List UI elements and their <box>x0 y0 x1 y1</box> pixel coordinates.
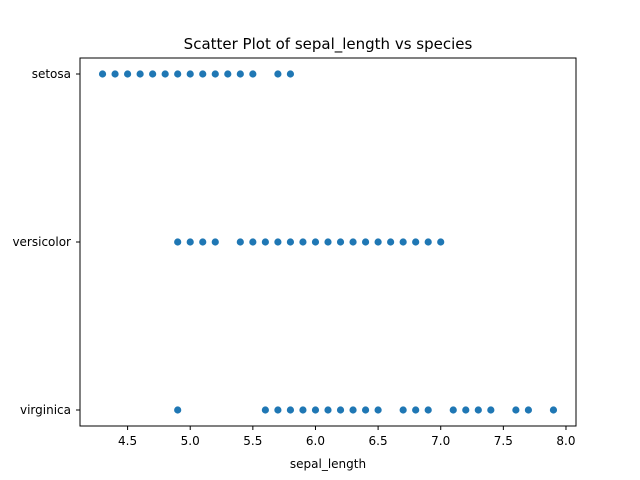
x-tick-label: 8.0 <box>556 434 575 448</box>
data-point-versicolor <box>412 238 420 246</box>
data-point-versicolor <box>424 238 432 246</box>
data-point-virginica <box>261 406 269 414</box>
data-point-versicolor <box>299 238 307 246</box>
x-tick-label: 6.5 <box>369 434 388 448</box>
data-point-versicolor <box>437 238 445 246</box>
data-point-virginica <box>374 406 382 414</box>
data-point-setosa <box>199 70 207 78</box>
data-point-virginica <box>462 406 470 414</box>
x-axis-ticks: 4.5 5.0 5.5 6.0 6.5 7.0 7.5 8.0 <box>118 426 576 448</box>
x-tick-label: 5.0 <box>181 434 200 448</box>
data-point-setosa <box>174 70 182 78</box>
data-point-setosa <box>286 70 295 78</box>
data-point-versicolor <box>399 238 407 246</box>
data-point-virginica <box>349 406 357 414</box>
data-point-setosa <box>123 70 132 78</box>
data-point-virginica <box>399 406 407 414</box>
data-point-versicolor <box>211 238 219 246</box>
data-point-virginica <box>174 406 182 414</box>
y-axis-ticks: setosa versicolor virginica <box>12 67 80 417</box>
data-point-versicolor <box>311 238 320 246</box>
data-point-versicolor <box>324 238 332 246</box>
data-point-virginica <box>474 406 482 414</box>
data-point-versicolor <box>186 238 194 246</box>
data-point-virginica <box>549 406 558 414</box>
data-point-setosa <box>274 70 282 78</box>
data-point-versicolor <box>286 238 295 246</box>
data-points <box>98 70 558 414</box>
data-point-versicolor <box>336 238 345 246</box>
data-point-setosa <box>249 70 257 78</box>
data-point-virginica <box>311 406 320 414</box>
data-point-versicolor <box>199 238 207 246</box>
data-point-virginica <box>512 406 520 414</box>
data-point-virginica <box>449 406 457 414</box>
data-point-setosa <box>111 70 119 78</box>
data-point-versicolor <box>249 238 257 246</box>
data-point-virginica <box>274 406 282 414</box>
data-point-versicolor <box>236 238 244 246</box>
data-point-versicolor <box>174 238 182 246</box>
data-point-virginica <box>324 406 332 414</box>
data-point-virginica <box>299 406 307 414</box>
data-point-setosa <box>136 70 144 78</box>
data-point-setosa <box>186 70 194 78</box>
data-point-versicolor <box>261 238 269 246</box>
data-point-virginica <box>286 406 295 414</box>
data-point-setosa <box>98 70 107 78</box>
x-tick-label: 5.5 <box>243 434 262 448</box>
data-point-virginica <box>412 406 420 414</box>
data-point-versicolor <box>361 238 370 246</box>
x-tick-label: 6.0 <box>306 434 325 448</box>
data-point-virginica <box>424 406 432 414</box>
data-point-virginica <box>524 406 533 414</box>
y-tick-label-versicolor: versicolor <box>12 235 71 249</box>
x-axis-label: sepal_length <box>290 457 366 471</box>
x-tick-label: 4.5 <box>118 434 137 448</box>
data-point-setosa <box>236 70 244 78</box>
data-point-versicolor <box>349 238 357 246</box>
x-tick-label: 7.5 <box>494 434 513 448</box>
data-point-setosa <box>224 70 232 78</box>
data-point-virginica <box>336 406 345 414</box>
y-tick-label-setosa: setosa <box>32 67 71 81</box>
data-point-virginica <box>487 406 495 414</box>
data-point-setosa <box>211 70 219 78</box>
data-point-versicolor <box>274 238 282 246</box>
chart-title: Scatter Plot of sepal_length vs species <box>184 35 473 54</box>
data-point-versicolor <box>374 238 382 246</box>
data-point-setosa <box>161 70 169 78</box>
x-tick-label: 7.0 <box>431 434 450 448</box>
data-point-virginica <box>361 406 370 414</box>
data-point-setosa <box>149 70 157 78</box>
data-point-versicolor <box>387 238 395 246</box>
y-tick-label-virginica: virginica <box>20 403 71 417</box>
